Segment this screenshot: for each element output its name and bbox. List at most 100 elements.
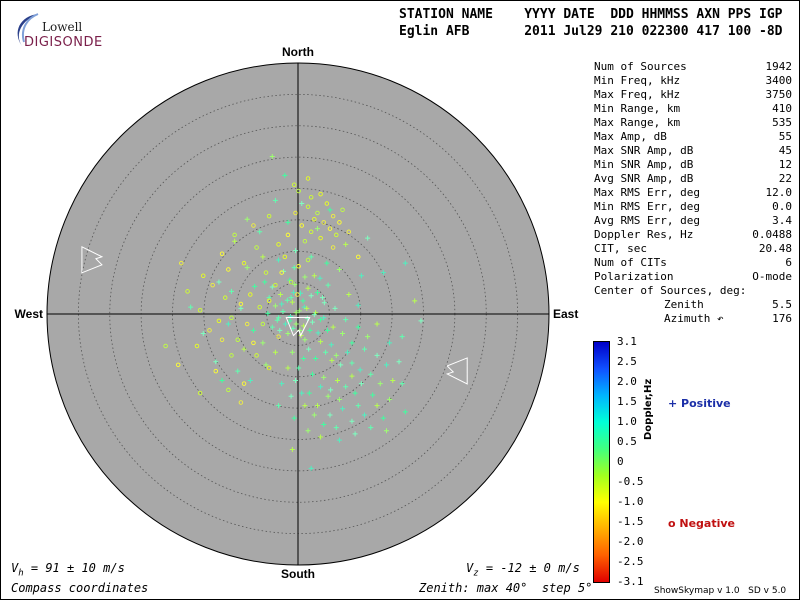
positive-doppler-point <box>321 315 327 321</box>
negative-doppler-point <box>279 270 284 275</box>
negative-doppler-point <box>207 328 212 333</box>
colorbar-tick-label: 0 <box>617 455 624 468</box>
negative-doppler-point <box>293 210 298 216</box>
positive-doppler-point <box>327 412 333 418</box>
negative-doppler-point <box>238 400 244 405</box>
positive-doppler-point <box>336 266 342 272</box>
positive-doppler-point <box>318 317 324 323</box>
stat-label: Max Freq, kHz <box>594 88 681 101</box>
positive-doppler-point <box>321 421 327 427</box>
positive-doppler-point <box>308 465 314 471</box>
negative-doppler-point <box>296 188 301 194</box>
positive-doppler-point <box>265 310 271 316</box>
positive-doppler-point <box>313 356 319 362</box>
negative-doppler-point <box>315 210 320 216</box>
negative-doppler-point <box>337 220 342 225</box>
negative-doppler-point <box>276 242 281 247</box>
negative-doppler-point <box>305 176 311 181</box>
stat-row: Max Range, km 535 <box>594 116 792 130</box>
stat-value: 176 <box>772 312 792 325</box>
positive-doppler-point <box>318 339 324 345</box>
positive-doppler-point <box>349 418 355 424</box>
colorbar-tick-label: 2.5 <box>617 355 637 368</box>
negative-doppler-point <box>312 216 317 222</box>
stat-row: Avg SNR Amp, dB 22 <box>594 172 792 186</box>
positive-doppler-point <box>352 431 358 437</box>
positive-doppler-point <box>302 274 308 280</box>
negative-doppler-point <box>266 213 272 219</box>
negative-doppler-point <box>282 254 288 260</box>
stat-value: 5.5 <box>772 298 792 311</box>
negative-doppler-point <box>226 387 231 393</box>
positive-doppler-point <box>396 359 402 365</box>
stat-label: Min Freq, kHz <box>594 74 681 87</box>
positive-doppler-point <box>296 365 302 371</box>
positive-doppler-point <box>321 374 327 380</box>
positive-doppler-point <box>340 330 346 336</box>
positive-doppler-point <box>314 403 320 409</box>
positive-doppler-point <box>325 282 331 288</box>
stat-value: 410 <box>772 102 792 115</box>
positive-doppler-point <box>340 406 346 412</box>
positive-doppler-point <box>285 330 291 336</box>
positive-doppler-point <box>412 298 418 304</box>
positive-doppler-point <box>343 241 349 247</box>
west-velocity-arrow <box>81 245 104 274</box>
stat-value: 45 <box>778 144 792 157</box>
negative-doppler-point <box>276 334 281 339</box>
negative-doppler-point <box>346 229 352 235</box>
stat-label: Center of Sources, deg: <box>594 284 747 297</box>
positive-doppler-point <box>269 284 275 290</box>
positive-doppler-point <box>380 415 386 421</box>
positive-doppler-point <box>311 412 317 418</box>
positive-doppler-point <box>314 226 320 232</box>
positive-doppler-point <box>387 396 393 402</box>
positive-doppler-point <box>309 371 315 377</box>
negative-doppler-point <box>197 390 203 396</box>
stat-label: Num of CITs <box>594 256 667 269</box>
positive-doppler-point <box>335 378 341 384</box>
vh-symbol: V <box>11 561 19 575</box>
colorbar-tick-label: -1.5 <box>617 515 644 528</box>
positive-doppler-point <box>305 285 311 291</box>
negative-doppler-point <box>238 301 244 307</box>
velocity-arrows <box>81 245 468 385</box>
negative-doppler-point <box>305 257 311 263</box>
negative-doppler-point <box>194 343 200 349</box>
positive-doppler-point <box>262 279 268 285</box>
positive-doppler-point <box>291 415 297 421</box>
negative-doppler-point <box>197 307 203 313</box>
positive-doppler-point <box>383 362 389 368</box>
stat-label: Min SNR Amp, dB <box>594 158 694 171</box>
colorbar-tick-label: -3.1 <box>617 575 644 588</box>
positive-doppler-point <box>325 393 331 399</box>
positive-doppler-point <box>219 378 225 384</box>
negative-doppler-point <box>213 368 219 374</box>
positive-doppler-point <box>343 384 349 390</box>
positive-doppler-point <box>252 283 258 289</box>
negative-doppler-point <box>251 223 256 228</box>
compass-coordinates-note: Compass coordinates <box>11 581 149 595</box>
negative-doppler-point <box>241 381 247 386</box>
positive-doppler-point <box>333 425 339 431</box>
negative-doppler-point <box>241 260 247 266</box>
negative-doppler-point <box>260 321 266 327</box>
positive-doppler-point <box>276 403 282 409</box>
vh-subscript: h <box>18 568 24 579</box>
negative-doppler-point <box>226 267 231 272</box>
negative-doppler-point <box>248 292 253 297</box>
positive-doppler-point <box>319 295 325 301</box>
stat-row: Min SNR Amp, dB 12 <box>594 158 792 172</box>
positive-doppler-point <box>349 340 355 346</box>
positive-doppler-point <box>285 219 291 225</box>
positive-doppler-point <box>330 324 336 330</box>
stat-value: 6 <box>785 256 792 269</box>
positive-doppler-point <box>308 293 314 299</box>
negative-doppler-point <box>334 232 339 238</box>
zenith-scale-note: Zenith: max 40° step 5° <box>419 581 593 595</box>
positive-doppler-point <box>365 334 371 340</box>
stat-row: Azimuth ↶ 176 <box>594 312 792 326</box>
positive-doppler-point <box>315 330 321 336</box>
legend-positive: + Positive <box>668 397 731 410</box>
negative-doppler-point <box>285 232 291 238</box>
